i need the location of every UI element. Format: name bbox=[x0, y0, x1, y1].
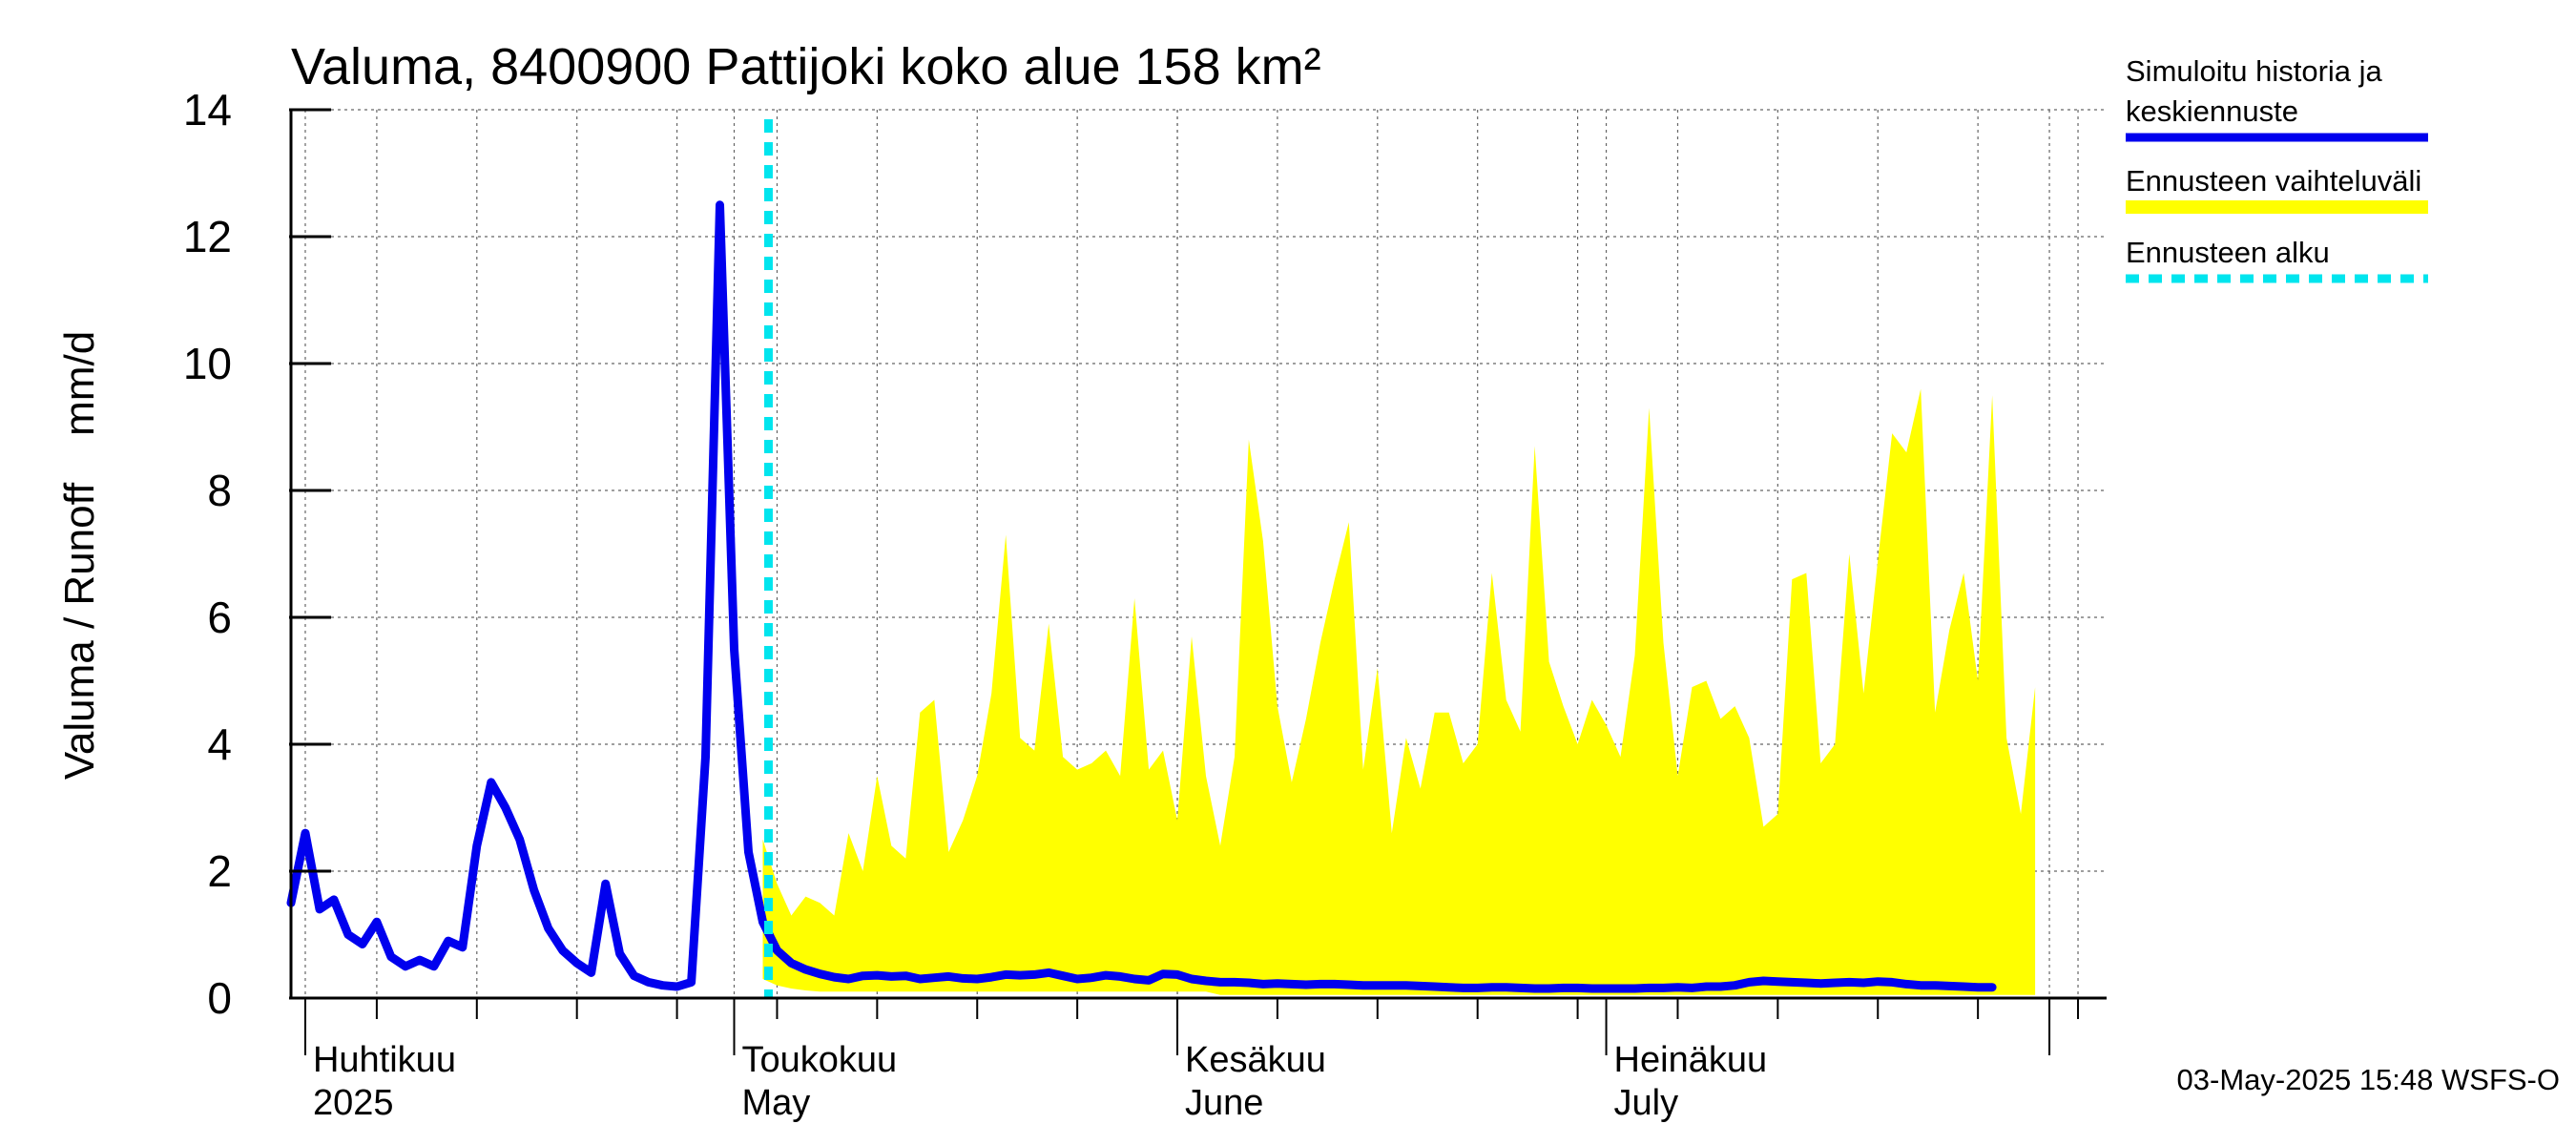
legend-label-forecast-start: Ennusteen alku bbox=[2126, 236, 2330, 269]
y-axis-label: Valuma / Runoff mm/d bbox=[56, 331, 103, 780]
legend: Simuloitu historia ja keskiennuste Ennuste… bbox=[2126, 54, 2428, 283]
y-tick-label: 0 bbox=[207, 973, 232, 1023]
y-tick-label: 14 bbox=[183, 85, 232, 135]
legend-label-range: Ennusteen vaihteluväli bbox=[2126, 164, 2421, 198]
month-sublabel: July bbox=[1614, 1083, 1679, 1123]
axes bbox=[289, 108, 2107, 1055]
y-tick-label: 4 bbox=[207, 719, 232, 769]
forecast-range-area bbox=[762, 388, 2036, 995]
chart-title: Valuma, 8400900 Pattijoki koko alue 158 … bbox=[291, 38, 1321, 95]
simulated-runoff-layer bbox=[286, 119, 1997, 998]
month-sublabel: May bbox=[742, 1083, 811, 1123]
legend-label-simulated: Simuloitu historia ja bbox=[2126, 54, 2383, 88]
simulated-runoff-line bbox=[286, 200, 1997, 993]
y-tick-label: 2 bbox=[207, 846, 232, 896]
y-tick-label: 8 bbox=[207, 466, 232, 515]
y-tick-label: 12 bbox=[183, 212, 232, 261]
month-label: Toukokuu bbox=[742, 1040, 898, 1080]
grid bbox=[291, 109, 2107, 998]
month-sublabel: 2025 bbox=[313, 1083, 394, 1123]
y-tick-label: 10 bbox=[183, 339, 232, 388]
footer-timestamp: 03-May-2025 15:48 WSFS-O bbox=[2177, 1063, 2560, 1096]
y-tick-label: 6 bbox=[207, 593, 232, 642]
month-label: Heinäkuu bbox=[1614, 1040, 1768, 1080]
month-sublabel: June bbox=[1185, 1083, 1263, 1123]
forecast-range-layer bbox=[762, 388, 2036, 995]
month-label: Huhtikuu bbox=[313, 1040, 456, 1080]
legend-label-simulated-2: keskiennuste bbox=[2126, 94, 2298, 128]
month-label: Kesäkuu bbox=[1185, 1040, 1326, 1080]
